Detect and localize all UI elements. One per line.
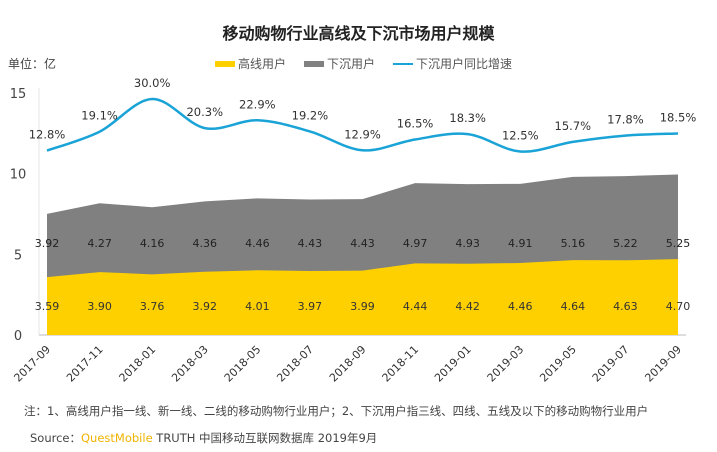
high-users-label: 3.97 [298,300,323,313]
sink-users-label: 3.92 [35,237,60,250]
growth-label: 16.5% [397,117,434,131]
y-tick-label: 10 [10,168,27,183]
legend-item-sink: 下沉用户 [304,55,375,72]
high-users-label: 3.99 [350,300,375,313]
x-tick-label: 2017-09 [11,343,53,385]
sink-users-label: 5.25 [666,237,691,250]
growth-label: 22.9% [239,97,276,111]
source-suffix: TRUTH 中国移动互联网数据库 2019年9月 [152,431,378,445]
x-tick-label: 2019-07 [590,343,632,385]
x-tick-label: 2017-11 [64,343,106,385]
high-users-label: 4.42 [455,300,480,313]
chart-title: 移动购物行业高线及下沉市场用户规模 [222,24,495,43]
sink-users-label: 4.27 [87,237,112,250]
sink-users-label: 4.91 [508,237,533,250]
high-users-label: 3.92 [193,300,218,313]
growth-label: 20.3% [186,105,223,119]
x-tick-label: 2018-01 [117,343,159,385]
source-prefix: Source： [30,431,81,445]
x-tick-label: 2018-11 [380,343,422,385]
x-tick-label: 2018-05 [222,343,264,385]
x-tick-label: 2019-05 [537,343,579,385]
x-tick-label: 2019-01 [432,343,474,385]
sink-users-label: 4.16 [140,237,165,250]
legend-item-growth: 下沉用户同比增速 [393,55,512,72]
sink-users-label: 4.97 [403,237,428,250]
sink-users-label: 4.43 [350,237,375,250]
x-tick-label: 2019-09 [642,343,684,385]
source-brand: QuestMobile [81,431,153,445]
high-users-label: 4.01 [245,300,270,313]
growth-label: 19.1% [81,109,118,123]
sink-users-label: 4.43 [298,237,323,250]
sink-users-label: 4.93 [455,237,480,250]
legend-label: 高线用户 [238,57,287,71]
x-tick-label: 2018-03 [169,343,211,385]
growth-label: 30.0% [134,76,171,90]
legend-label: 下沉用户 [327,57,376,71]
growth-label: 18.5% [660,111,697,125]
legend: 高线用户 下沉用户 下沉用户同比增速 [215,55,512,72]
y-tick-label: 0 [14,329,22,344]
growth-label: 12.5% [502,129,539,143]
legend-label: 下沉用户同比增速 [416,57,513,71]
y-tick-label: 5 [14,248,22,263]
high-users-label: 4.63 [613,300,638,313]
legend-swatch [304,60,325,67]
high-users-label: 4.64 [561,300,586,313]
high-users-label: 3.90 [87,300,112,313]
growth-label: 18.3% [449,111,486,125]
footnote: 注：1、高线用户指一线、新一线、二线的移动购物行业用户；2、下沉用户指三线、四线… [24,404,649,418]
unit-label: 单位：亿 [8,57,57,71]
growth-label: 12.8% [29,128,66,142]
legend-swatch [393,62,414,65]
y-tick-label: 15 [10,87,27,102]
sink-users-label: 4.46 [245,237,270,250]
growth-label: 15.7% [555,119,592,133]
high-users-label: 4.44 [403,300,428,313]
growth-label: 17.8% [607,113,644,127]
legend-item-high: 高线用户 [215,55,286,72]
growth-label: 19.2% [292,108,329,122]
sink-users-label: 5.22 [613,237,638,250]
x-tick-label: 2019-03 [485,343,527,385]
x-tick-label: 2018-07 [274,343,316,385]
legend-swatch [215,60,235,67]
growth-label: 12.9% [344,127,381,141]
growth-line [46,97,679,153]
source-line: Source：QuestMobile TRUTH 中国移动互联网数据库 2019… [30,430,377,446]
high-users-label: 4.46 [508,300,533,313]
high-users-label: 3.76 [140,300,165,313]
sink-users-label: 4.36 [193,237,218,250]
high-users-label: 4.70 [666,300,691,313]
x-tick-label: 2018-09 [327,343,369,385]
sink-users-label: 5.16 [561,237,586,250]
area-high-users [47,259,678,335]
high-users-label: 3.59 [35,300,60,313]
